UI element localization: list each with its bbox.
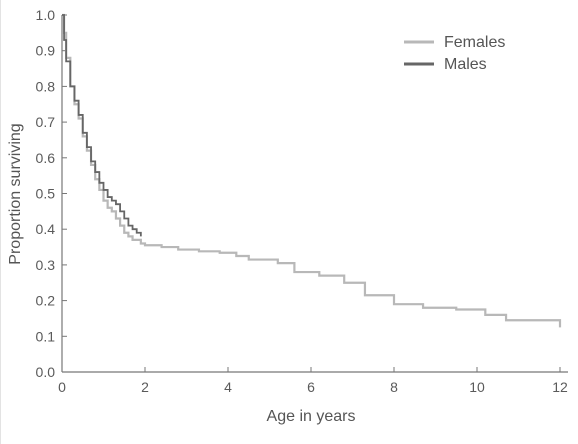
series-layer [62,13,562,328]
y-tick-label: 1.0 [36,7,56,23]
x-tick-label: 8 [390,379,398,395]
y-tick-label: 0.7 [36,114,56,130]
x-tick-label: 4 [224,379,232,395]
legend-label-males: Males [444,56,487,73]
y-tick-label: 0.2 [36,293,56,309]
y-tick-label: 0.9 [36,43,56,59]
y-tick-label: 0.5 [36,186,56,202]
y-tick-label: 0.0 [36,364,56,380]
y-tick-label: 0.4 [36,221,56,237]
series-line-females [62,13,562,328]
legend-label-females: Females [444,34,505,51]
y-tick-label: 0.8 [36,78,56,94]
y-axis-label: Proportion surviving [7,123,24,264]
legend: Females Males [404,34,505,73]
x-axis-label: Age in years [267,408,356,425]
x-tick-label: 2 [141,379,149,395]
y-tick-label: 0.6 [36,150,56,166]
x-tick-label: 6 [307,379,315,395]
series-line-males [62,14,142,237]
y-tick-label: 0.1 [36,328,56,344]
x-tick-label: 10 [469,379,485,395]
x-tick-label: 0 [58,379,66,395]
x-tick-label: 12 [552,379,568,395]
y-tick-label: 0.3 [36,257,56,273]
